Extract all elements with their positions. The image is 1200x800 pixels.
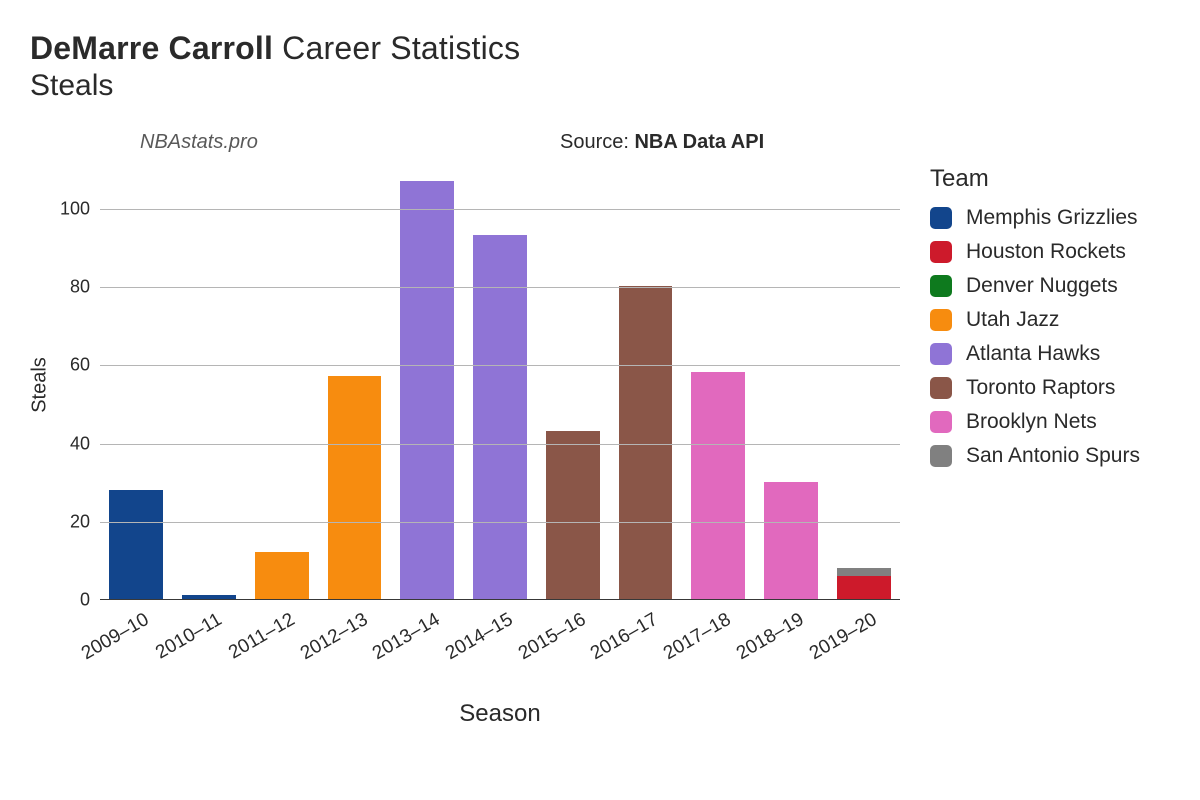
bar-segment <box>182 595 236 599</box>
bar-slot: 2010–11 <box>182 169 236 599</box>
legend-swatch <box>930 275 952 297</box>
legend-swatch <box>930 445 952 467</box>
legend-label: Memphis Grizzlies <box>966 206 1138 230</box>
title-player-name: DeMarre Carroll <box>30 30 273 66</box>
x-axis-label: Season <box>459 700 540 728</box>
grid-line <box>100 287 900 288</box>
legend-swatch <box>930 309 952 331</box>
page-title: DeMarre Carroll Career Statistics <box>30 30 1170 67</box>
bar-slot: 2013–14 <box>400 169 454 599</box>
legend-label: Atlanta Hawks <box>966 342 1100 366</box>
legend-swatch <box>930 343 952 365</box>
legend-item: Brooklyn Nets <box>930 405 1140 439</box>
bar-segment <box>400 181 454 599</box>
legend-label: Brooklyn Nets <box>966 410 1097 434</box>
bar-segment <box>546 431 600 599</box>
bar-segment <box>619 286 673 599</box>
legend-swatch <box>930 241 952 263</box>
y-axis-label: Steals <box>29 357 52 413</box>
source-credit: Source: NBA Data API <box>560 131 764 154</box>
y-tick-label: 0 <box>50 590 100 611</box>
site-credit: NBAstats.pro <box>140 131 258 154</box>
bar-slot: 2018–19 <box>764 169 818 599</box>
legend-item: Houston Rockets <box>930 235 1140 269</box>
y-tick-label: 40 <box>50 433 100 454</box>
y-tick-label: 20 <box>50 511 100 532</box>
source-prefix: Source: <box>560 131 634 153</box>
grid-line <box>100 365 900 366</box>
bar-segment <box>473 235 527 599</box>
title-suffix: Career Statistics <box>273 30 520 66</box>
bar-segment <box>109 490 163 599</box>
y-tick-label: 80 <box>50 277 100 298</box>
legend-item: San Antonio Spurs <box>930 439 1140 473</box>
bar-slot: 2017–18 <box>691 169 745 599</box>
chart-zone: Steals Season 2009–10 2010–11 2011–12 2012–… <box>30 160 1170 770</box>
legend-label: Toronto Raptors <box>966 376 1115 400</box>
bars-layer: 2009–10 2010–11 2011–12 2012–13 2013–14 2014–… <box>100 170 900 599</box>
legend-label: Houston Rockets <box>966 240 1126 264</box>
y-tick-label: 60 <box>50 355 100 376</box>
legend-title: Team <box>930 165 1140 193</box>
bar-slot: 2015–16 <box>546 169 600 599</box>
legend-label: Denver Nuggets <box>966 274 1118 298</box>
bar-segment <box>837 568 891 576</box>
bar-slot: 2012–13 <box>328 169 382 599</box>
grid-line <box>100 209 900 210</box>
legend-label: San Antonio Spurs <box>966 444 1140 468</box>
grid-line <box>100 522 900 523</box>
legend-swatch <box>930 207 952 229</box>
bar-slot: 2009–10 <box>109 169 163 599</box>
plot-area: 2009–10 2010–11 2011–12 2012–13 2013–14 2014–… <box>100 170 900 600</box>
bar-segment <box>764 482 818 599</box>
legend-item: Toronto Raptors <box>930 371 1140 405</box>
bar-segment <box>255 552 309 599</box>
legend-item: Utah Jazz <box>930 303 1140 337</box>
bar-segment <box>328 376 382 599</box>
bar-segment <box>691 372 745 599</box>
bar-slot: 2014–15 <box>473 169 527 599</box>
source-name: NBA Data API <box>634 131 764 153</box>
legend-item: Atlanta Hawks <box>930 337 1140 371</box>
legend-item: Memphis Grizzlies <box>930 201 1140 235</box>
page-subtitle: Steals <box>30 69 1170 103</box>
bar-segment <box>837 576 891 599</box>
meta-row: NBAstats.pro Source: NBA Data API <box>30 131 1170 159</box>
bar-slot: 2011–12 <box>255 169 309 599</box>
legend: Team Memphis Grizzlies Houston Rockets Den… <box>930 165 1140 473</box>
legend-swatch <box>930 411 952 433</box>
y-tick-label: 100 <box>50 199 100 220</box>
legend-label: Utah Jazz <box>966 308 1059 332</box>
chart-container: DeMarre Carroll Career Statistics Steals… <box>0 0 1200 800</box>
bar-slot: 2016–17 <box>619 169 673 599</box>
grid-line <box>100 444 900 445</box>
legend-item: Denver Nuggets <box>930 269 1140 303</box>
bar-slot: 2019–20 <box>837 169 891 599</box>
legend-swatch <box>930 377 952 399</box>
